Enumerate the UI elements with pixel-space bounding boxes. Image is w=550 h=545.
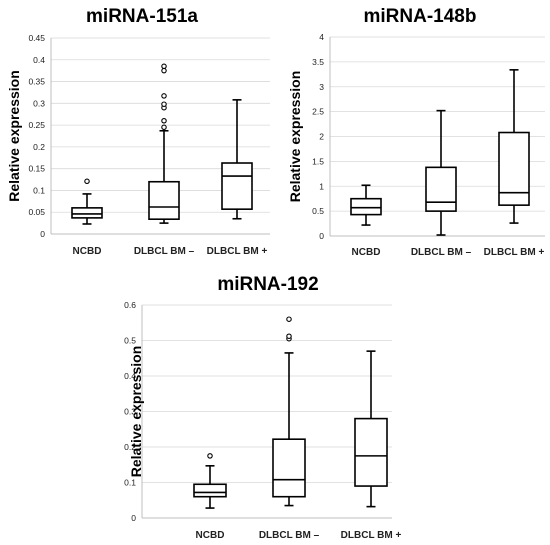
chart-panel-2: 0 0.5 1 1.5 2 2.5 3 3.5 4 miRNA-148b Relative expr… <box>287 6 545 258</box>
y-tick-label: 4 <box>319 32 324 42</box>
category-label: DLBCL BM + <box>484 247 545 258</box>
category-label: NCBD <box>196 530 225 541</box>
y-tick-label: 0.5 <box>124 336 136 346</box>
y-tick-label: 0 <box>40 229 45 239</box>
iqr-box <box>148 180 180 220</box>
outlier-point <box>161 67 167 74</box>
y-tick-label: 0.05 <box>28 207 45 217</box>
y-tick-label: 0.3 <box>124 407 136 417</box>
outlier-point <box>161 124 167 131</box>
iqr-box <box>354 417 388 487</box>
outlier-point <box>161 101 167 107</box>
chart-title: miRNA-192 <box>217 274 318 295</box>
chart-title: miRNA-148b <box>364 6 477 27</box>
box-plot-2 <box>148 63 180 224</box>
y-tick-label: 0.35 <box>28 77 45 87</box>
category-label: DLBCL BM – <box>411 247 472 258</box>
y-tick-label: 0 <box>131 513 136 523</box>
outlier-point <box>84 178 90 185</box>
y-axis-label: Relative expression <box>6 70 22 202</box>
iqr-box <box>221 162 253 210</box>
y-tick-label: 0.1 <box>33 185 45 195</box>
y-axis-label: Relative expression <box>287 71 303 203</box>
chart-panel-3: 0 0.1 0.2 0.3 0.4 0.5 0.6 miRNA-192 Relative exp… <box>124 274 401 541</box>
outlier-point <box>161 93 167 99</box>
iqr-box <box>272 438 306 498</box>
iqr-box <box>425 166 457 212</box>
category-label: NCBD <box>352 247 381 258</box>
y-tick-label: 1 <box>319 181 324 191</box>
outlier-point <box>286 316 292 322</box>
y-tick-label: 0.2 <box>33 142 45 152</box>
y-tick-label: 1.5 <box>312 156 324 166</box>
y-tick-label: 0.45 <box>28 33 45 43</box>
iqr-box <box>71 207 103 219</box>
y-tick-label: 3 <box>319 82 324 92</box>
box-plot-1 <box>350 184 382 226</box>
box-plot-2 <box>425 109 457 236</box>
y-tick-label: 0.1 <box>124 478 136 488</box>
outlier-point <box>161 118 167 124</box>
y-tick-label: 0.2 <box>124 442 136 452</box>
iqr-box <box>350 197 382 216</box>
iqr-box <box>498 131 530 206</box>
y-axis-label: Relative expression <box>128 346 144 478</box>
box-plot-2 <box>272 316 306 507</box>
y-tick-label: 3.5 <box>312 57 324 67</box>
outlier-point <box>286 333 292 339</box>
box-plot-1 <box>193 453 227 509</box>
category-label: DLBCL BM – <box>259 530 320 541</box>
y-tick-label: 0.5 <box>312 206 324 216</box>
iqr-box <box>193 483 227 498</box>
y-tick-label: 2.5 <box>312 107 324 117</box>
y-tick-label: 2 <box>319 132 324 142</box>
y-tick-label: 0.15 <box>28 164 45 174</box>
y-tick-label: 0.4 <box>33 55 45 65</box>
box-plot-3 <box>221 99 253 220</box>
y-tick-label: 0.4 <box>124 371 136 381</box>
outlier-point <box>207 453 213 459</box>
chart-panel-1: 0 0.05 0.1 0.15 0.2 0.25 0.3 0.35 0.4 0.45 miRNA-1… <box>6 6 270 257</box>
box-plot-3 <box>498 69 530 224</box>
category-label: DLBCL BM + <box>341 530 402 541</box>
y-tick-label: 0.25 <box>28 120 45 130</box>
outlier-point <box>161 63 167 70</box>
chart-title: miRNA-151a <box>86 6 198 27</box>
category-label: DLBCL BM – <box>134 246 195 257</box>
box-plot-3 <box>354 350 388 508</box>
y-tick-label: 0.3 <box>33 98 45 108</box>
box-plot-1 <box>71 178 103 225</box>
y-tick-label: 0.6 <box>124 300 136 310</box>
category-label: DLBCL BM + <box>207 246 268 257</box>
y-tick-label: 0 <box>319 231 324 241</box>
category-label: NCBD <box>73 246 102 257</box>
